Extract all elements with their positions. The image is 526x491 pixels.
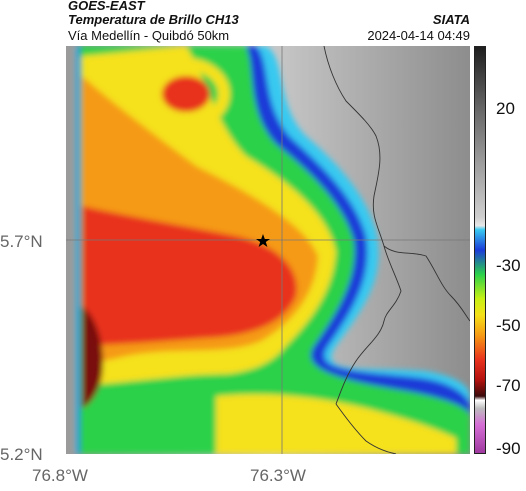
- lon-tick-76.8: 76.8°W: [32, 466, 88, 485]
- city-marker: [256, 234, 270, 247]
- boundary-line-3: [335, 403, 397, 454]
- colorbar-tick-neg70: -70: [496, 376, 521, 395]
- colorbar-tick-neg50: -50: [496, 316, 521, 335]
- boundary-line-2: [383, 245, 470, 322]
- lat-tick-5.7: 5.7°N: [0, 232, 43, 251]
- north-yellow-ring: [142, 58, 230, 130]
- cold-core: [82, 306, 103, 408]
- red-band: [82, 206, 297, 346]
- colorbar-tick-neg30: -30: [496, 256, 521, 275]
- timestamp-label: 2024-04-14 04:49: [367, 28, 470, 43]
- south-yellow-blob: [216, 394, 456, 454]
- region-label: Vía Medellín - Quibdó 50km: [68, 28, 230, 43]
- product-title: Temperatura de Brillo CH13: [68, 12, 239, 27]
- lat-tick-5.2: 5.2°N: [0, 445, 43, 464]
- brand-label: SIATA: [432, 12, 470, 27]
- satellite-map: [66, 46, 470, 454]
- colorbar-tick-20: 20: [496, 99, 515, 118]
- lon-tick-76.3: 76.3°W: [250, 466, 306, 485]
- cloud-field: [76, 46, 470, 454]
- colorbar: [474, 46, 486, 454]
- colorbar-tick-neg90: -90: [496, 439, 521, 458]
- satellite-title: GOES-EAST: [68, 0, 145, 13]
- north-red-cell: [162, 76, 210, 112]
